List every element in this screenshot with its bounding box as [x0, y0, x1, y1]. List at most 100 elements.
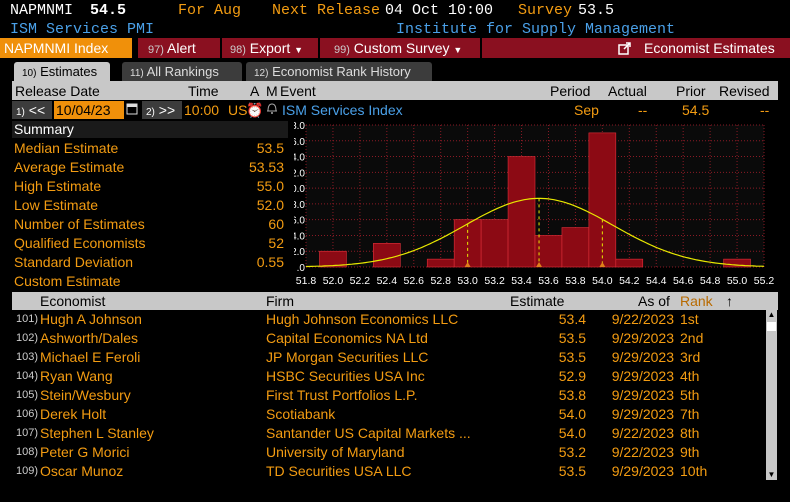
table-row[interactable]: 102) Ashworth/Dales Capital Economics NA… [12, 329, 766, 348]
summary-value: 53.5 [256, 140, 284, 156]
next-num: 2) [146, 107, 155, 118]
summary-label: Median Estimate [14, 140, 119, 156]
histogram-bar [723, 258, 751, 268]
col-rank[interactable]: Rank [680, 293, 713, 309]
table-row[interactable]: 108) Peter G Morici University of Maryla… [12, 443, 766, 462]
table-row[interactable]: 103) Michael E Feroli JP Morgan Securiti… [12, 348, 766, 367]
y-tick-label: 18.0 [294, 121, 305, 132]
histogram-bar [373, 243, 401, 268]
export-button[interactable]: 98) Export ▼ [222, 38, 318, 58]
col-firm[interactable]: Firm [266, 293, 294, 309]
tab-label: Estimates [40, 64, 98, 79]
summary-value: 55.0 [256, 178, 284, 194]
scroll-down-icon[interactable]: ▼ [767, 470, 776, 479]
last-value: 54.5 [90, 2, 127, 19]
alarm-icon[interactable]: ⏰ [246, 102, 264, 118]
table-row[interactable]: 104) Ryan Wang HSBC Securities USA Inc 5… [12, 367, 766, 386]
table-row[interactable]: 105) Stein/Wesbury First Trust Portfolio… [12, 386, 766, 405]
economist-name[interactable]: Hugh A Johnson [40, 311, 142, 327]
prev-release-button[interactable]: 1) << [12, 101, 52, 119]
y-tick-label: 4.0 [294, 231, 305, 242]
economist-label: Economist Estimates [644, 40, 775, 56]
estimate-distribution-chart: .0 2.0 4.0 6.0 8.0 10.0 12.0 14.0 16.0 18.0 51.8 52… [294, 121, 774, 287]
description: ISM Services PMI [10, 21, 155, 38]
custom-estimate-row[interactable]: Custom Estimate [12, 272, 286, 291]
next-release-label: Next Release [272, 2, 381, 19]
row-index: 104) [16, 370, 39, 382]
summary-value: 53.53 [248, 159, 284, 175]
scrollbar-thumb[interactable] [767, 322, 776, 331]
custom-num: 99) [334, 44, 350, 56]
economist-name[interactable]: Oscar Munoz [40, 463, 124, 479]
release-table-header: Release Date Time A M Event Period Actua… [12, 82, 778, 100]
table-row[interactable]: 106) Derek Holt Scotiabank 54.0 9/29/202… [12, 405, 766, 424]
as-of-date: 9/22/2023 [611, 311, 674, 327]
row-index: 105) [16, 389, 39, 401]
firm-name: University of Maryland [266, 444, 405, 460]
custom-survey-button[interactable]: 99) Custom Survey ▼ [320, 38, 480, 58]
economist-name[interactable]: Stephen L Stanley [40, 425, 154, 441]
sort-ascending-icon[interactable]: ↑ [726, 293, 733, 309]
col-estimate[interactable]: Estimate [510, 293, 565, 309]
estimate-value: 53.5 [558, 330, 586, 346]
tab-estimates[interactable]: 10) Estimates [14, 62, 110, 81]
tab-all-rankings[interactable]: 11) All Rankings [122, 62, 242, 81]
firm-name: Santander US Capital Markets ... [266, 425, 471, 441]
row-index: 101) [16, 313, 39, 325]
index-label: NAPMNMI Index [4, 40, 109, 56]
col-period: Period [550, 83, 591, 99]
release-country: US [228, 102, 248, 118]
economist-name[interactable]: Ashworth/Dales [40, 330, 139, 346]
summary-panel: Summary Median Estimate 53.5 Average Esti… [12, 121, 288, 291]
economist-estimates-button[interactable]: Economist Estimates [482, 38, 790, 58]
col-time: Time [188, 83, 219, 99]
estimate-value: 54.0 [558, 406, 586, 422]
summary-value: 52.0 [256, 197, 284, 213]
index-button[interactable]: NAPMNMI Index [0, 38, 132, 58]
col-economist[interactable]: Economist [40, 293, 106, 309]
tab-bar: 10) Estimates 11) All Rankings 12) Econo… [0, 62, 790, 81]
economist-name[interactable]: Peter G Morici [40, 444, 130, 460]
next-release-value: 04 Oct 10:00 [385, 2, 494, 19]
x-tick-label: 54.2 [619, 275, 640, 287]
export-dropdown-icon: ▼ [294, 45, 304, 55]
scroll-up-icon[interactable]: ▲ [767, 310, 776, 319]
x-tick-label: 55.0 [727, 275, 748, 287]
x-tick-label: 51.8 [296, 275, 317, 287]
x-tick-label: 52.6 [404, 275, 425, 287]
estimate-value: 53.8 [558, 387, 586, 403]
col-release-date: Release Date [15, 83, 100, 99]
histogram-bar [615, 258, 644, 268]
calendar-icon[interactable] [126, 101, 140, 119]
next-release-button[interactable]: 2) >> [142, 101, 182, 119]
estimate-value: 53.5 [558, 463, 586, 479]
col-actual: Actual [608, 83, 647, 99]
table-row[interactable]: 109) Oscar Munoz TD Securities USA LLC 5… [12, 462, 766, 481]
table-row[interactable]: 101) Hugh A Johnson Hugh Johnson Economi… [12, 310, 766, 329]
event-link[interactable]: ISM Services Index [282, 102, 403, 118]
col-as-of[interactable]: As of [638, 293, 670, 309]
table-scrollbar[interactable]: ▲ ▼ [766, 310, 777, 480]
rank-value: 7th [680, 406, 700, 422]
tab-economist-rank-history[interactable]: 12) Economist Rank History [246, 62, 432, 81]
summary-label: Qualified Economists [14, 235, 146, 251]
firm-name: Scotiabank [266, 406, 336, 422]
launch-icon [618, 38, 631, 58]
table-row[interactable]: 107) Stephen L Stanley Santander US Capi… [12, 424, 766, 443]
for-period: For Aug [178, 2, 242, 19]
rank-value: 1st [680, 311, 699, 327]
alert-button[interactable]: 97) Alert [138, 38, 220, 58]
custom-dropdown-icon: ▼ [453, 45, 463, 55]
economist-name[interactable]: Ryan Wang [40, 368, 113, 384]
summary-label: Custom Estimate [14, 273, 121, 289]
y-tick-label: 8.0 [294, 200, 305, 211]
economist-name[interactable]: Derek Holt [40, 406, 107, 422]
x-tick-label: 53.4 [511, 275, 532, 287]
y-tick-label: 2.0 [294, 247, 305, 258]
economist-name[interactable]: Stein/Wesbury [40, 387, 131, 403]
x-tick-label: 53.2 [484, 275, 505, 287]
economist-name[interactable]: Michael E Feroli [40, 349, 141, 365]
release-date-input[interactable]: 10/04/23 [54, 101, 124, 119]
rank-value: 2nd [680, 330, 704, 346]
bell-icon[interactable] [266, 101, 278, 119]
